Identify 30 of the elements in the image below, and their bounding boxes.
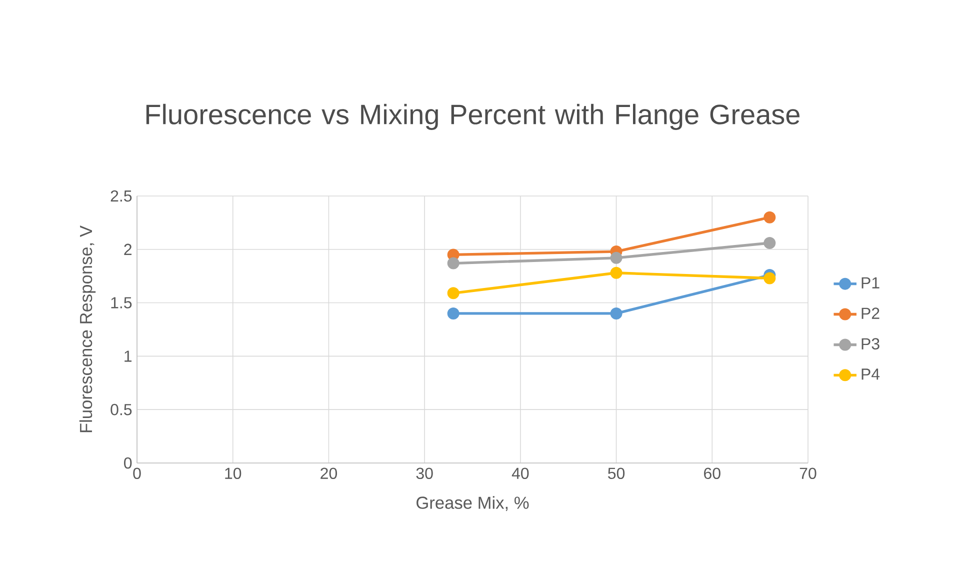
y-tick-label: 0 bbox=[124, 457, 132, 469]
x-tick-label: 50 bbox=[608, 468, 625, 480]
legend-label: P1 bbox=[862, 277, 880, 288]
x-tick-label: 10 bbox=[225, 468, 242, 480]
y-tick-label: 0.5 bbox=[110, 404, 132, 416]
point bbox=[764, 211, 776, 224]
point bbox=[610, 307, 622, 320]
y-tick-label: 2 bbox=[124, 244, 132, 255]
chart-title: Fluorescence vs Mixing Percent with Flange Grease bbox=[146, 104, 800, 130]
point bbox=[610, 266, 622, 279]
x-tick-label: 40 bbox=[512, 468, 529, 480]
point bbox=[447, 287, 460, 300]
legend-label: P2 bbox=[862, 308, 880, 319]
x-tick-label: 70 bbox=[800, 468, 816, 480]
point bbox=[610, 252, 622, 264]
x-tick-label: 30 bbox=[416, 468, 433, 480]
x-tick-label: 60 bbox=[704, 468, 720, 480]
x-tick-label: 0 bbox=[133, 468, 141, 480]
y-tick-label: 1 bbox=[124, 350, 132, 362]
point bbox=[447, 307, 460, 320]
legend-label: P4 bbox=[862, 368, 880, 380]
point bbox=[447, 257, 460, 270]
x-axis-title: Grease Mix, % bbox=[416, 496, 529, 511]
x-tick-label: 20 bbox=[320, 468, 337, 480]
y-axis-title: Fluorescence Response, V bbox=[79, 226, 96, 432]
legend-label: P3 bbox=[862, 338, 880, 350]
point bbox=[764, 272, 776, 284]
y-tick-label: 1.5 bbox=[111, 297, 132, 308]
point bbox=[764, 236, 776, 249]
y-tick-label: 2.5 bbox=[110, 190, 132, 202]
